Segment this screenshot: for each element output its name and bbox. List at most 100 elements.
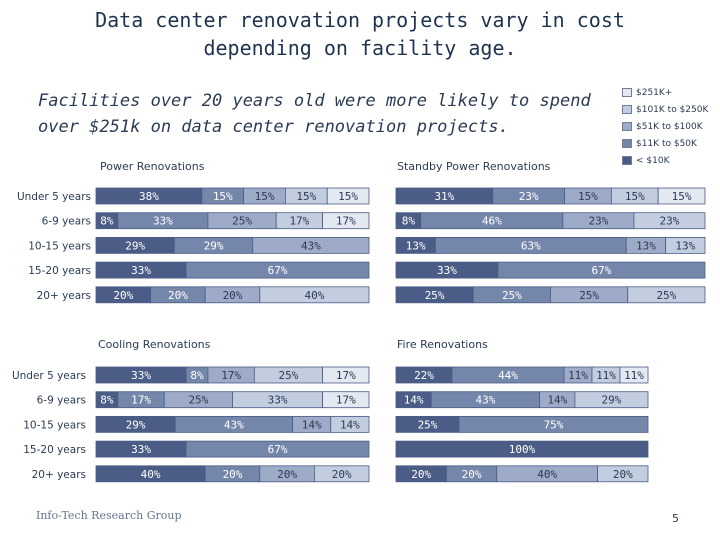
data-label: 33% (268, 394, 288, 407)
slide-subtitle-line-1: Facilities over 20 years old were more l… (38, 91, 591, 111)
data-label: 67% (268, 264, 288, 277)
data-label: 13% (636, 239, 656, 252)
data-label: 13% (406, 239, 426, 252)
chart-panel-1: Standby Power Renovations 31% 23% 15% 15% 15%… (395, 160, 706, 304)
bar-segment (597, 465, 649, 483)
slide-title-line-1: Data center renovation projects vary in … (95, 8, 625, 32)
bar-segment (313, 465, 370, 483)
data-label: 29% (204, 239, 224, 252)
legend-swatch (622, 156, 632, 165)
data-label: 29% (602, 394, 622, 407)
data-label: 63% (521, 239, 541, 252)
data-label: 25% (502, 289, 522, 302)
bar-segment (252, 236, 370, 254)
data-label: 23% (588, 215, 608, 228)
bar-segment (665, 236, 706, 254)
data-label: 25% (188, 394, 208, 407)
bar-segment (259, 286, 370, 304)
data-label: 25% (418, 418, 438, 431)
data-label: 8% (190, 369, 204, 382)
chart-title: Fire Renovations (397, 338, 488, 351)
data-label: 43% (224, 418, 244, 431)
data-label: 29% (126, 418, 146, 431)
data-label: 67% (268, 443, 288, 456)
data-label: 44% (498, 369, 518, 382)
data-label: 46% (482, 215, 502, 228)
data-label: 17% (221, 369, 241, 382)
data-label: 25% (232, 215, 252, 228)
slide-title: Data center renovation projects vary in … (60, 6, 660, 62)
data-label: 15% (625, 190, 645, 203)
data-label: 25% (425, 289, 445, 302)
bar-segment (322, 366, 370, 384)
data-label: 8% (402, 215, 416, 228)
data-label: 17% (336, 369, 356, 382)
data-label: 20% (223, 468, 243, 481)
category-label: 20+ years (32, 469, 86, 481)
legend-item: $251K+ (622, 84, 718, 101)
data-label: 23% (519, 190, 539, 203)
bar-segment (322, 391, 370, 409)
data-label: 13% (675, 239, 695, 252)
data-label: 20% (411, 468, 431, 481)
chart-panel-0: Power Renovations Under 5 years 38% 15% 15% 1… (17, 160, 370, 304)
bar-segment (574, 391, 649, 409)
bar-segment (497, 261, 706, 279)
chart-title: Cooling Renovations (98, 338, 211, 351)
data-label: 15% (255, 190, 275, 203)
legend-item: < $10K (622, 152, 718, 169)
data-label: 20% (113, 289, 133, 302)
chart-title: Standby Power Renovations (397, 160, 551, 173)
bar-segment (185, 261, 370, 279)
data-label: 25% (656, 289, 676, 302)
bar-segment (330, 415, 370, 433)
legend-swatch (622, 88, 632, 97)
data-label: 31% (434, 190, 454, 203)
data-label: 20% (168, 289, 188, 302)
data-label: 14% (302, 418, 322, 431)
bar-segment (657, 187, 706, 205)
page-number: 5 (672, 512, 679, 525)
category-label: 15-20 years (23, 444, 86, 456)
category-label: 10-15 years (28, 240, 91, 252)
data-label: 14% (404, 394, 424, 407)
data-label: 33% (437, 264, 457, 277)
data-label: 33% (131, 443, 151, 456)
legend-label: $11K to $50K (636, 138, 697, 149)
category-label: Under 5 years (12, 370, 86, 382)
footer-source: Info-Tech Research Group (36, 509, 182, 522)
legend-label: $251K+ (636, 87, 673, 98)
data-label: 15% (578, 190, 598, 203)
data-label: 20% (332, 468, 352, 481)
data-label: 67% (592, 264, 612, 277)
data-label: 17% (289, 215, 309, 228)
data-label: 33% (131, 369, 151, 382)
slide-title-line-2: depending on facility age. (203, 36, 517, 60)
data-label: 40% (304, 289, 324, 302)
legend-item: $51K to $100K (622, 118, 718, 135)
data-label: 14% (340, 418, 360, 431)
data-label: 17% (131, 394, 151, 407)
data-label: 29% (125, 239, 145, 252)
category-label: 6-9 years (37, 395, 86, 407)
data-label: 15% (338, 190, 358, 203)
legend-swatch (622, 139, 632, 148)
legend-swatch (622, 105, 632, 114)
data-label: 20% (223, 289, 243, 302)
chart-legend: $251K+ $101K to $250K $51K to $100K $11K… (622, 84, 718, 169)
data-label: 15% (672, 190, 692, 203)
data-label: 11% (568, 369, 588, 382)
data-label: 8% (100, 394, 114, 407)
chart-title: Power Renovations (100, 160, 205, 173)
data-label: 23% (660, 215, 680, 228)
category-label: Under 5 years (17, 191, 91, 203)
data-label: 25% (279, 369, 299, 382)
bar-segment (619, 366, 649, 384)
data-label: 100% (509, 443, 536, 456)
data-label: 17% (336, 394, 356, 407)
bar-segment (322, 212, 370, 230)
data-label: 40% (141, 468, 161, 481)
data-label: 40% (537, 468, 557, 481)
